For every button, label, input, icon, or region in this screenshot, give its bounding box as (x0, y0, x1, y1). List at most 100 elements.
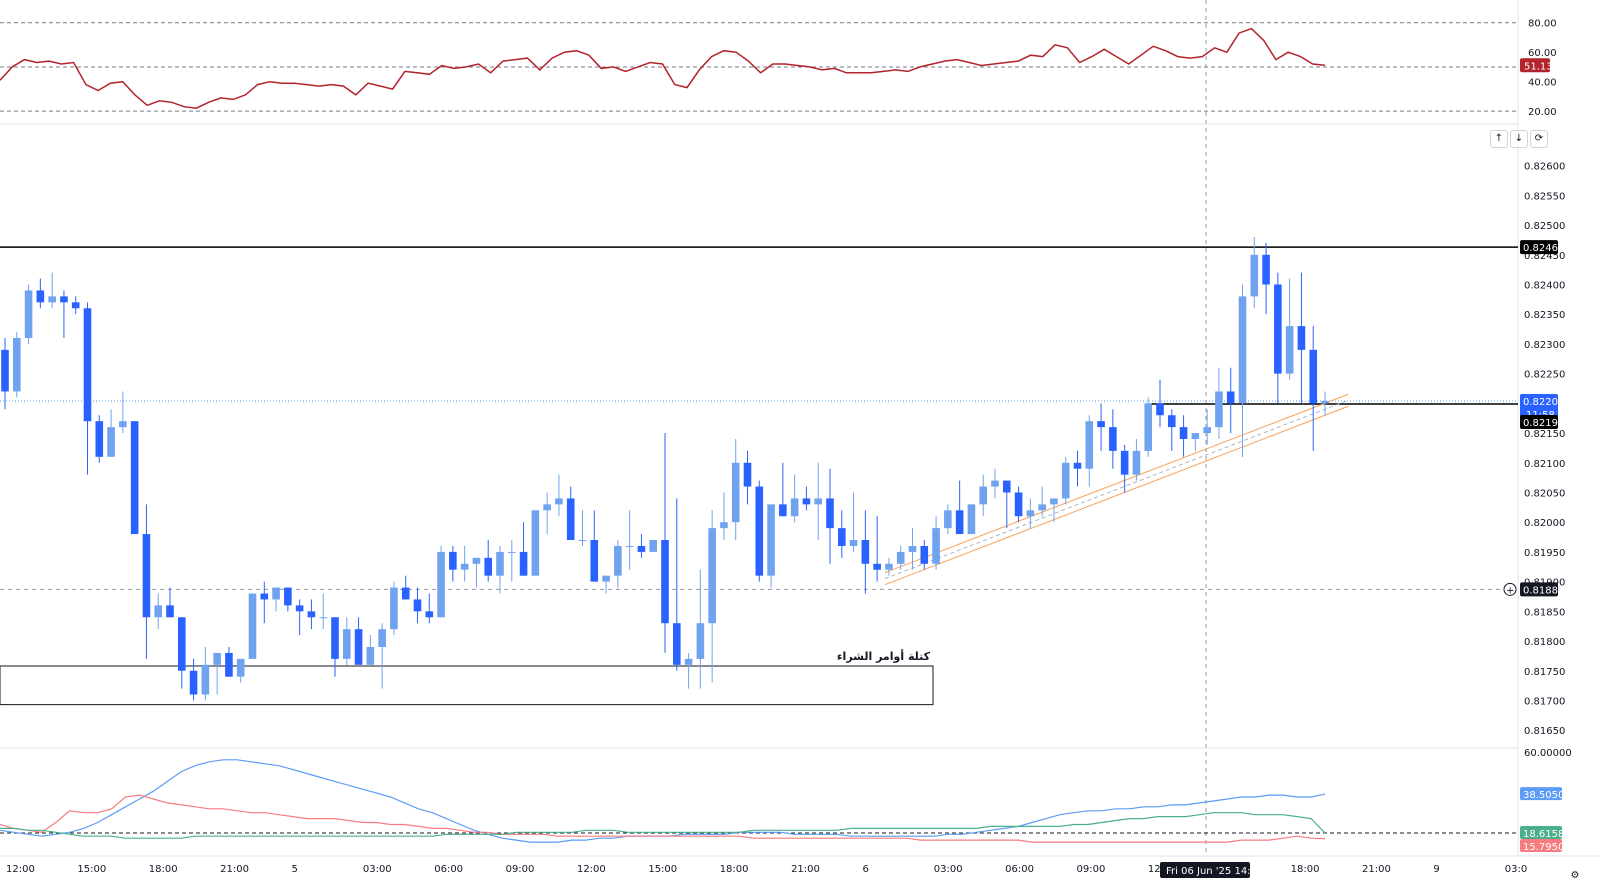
scroll-down-button[interactable]: ↓ (1510, 130, 1528, 148)
candle-body (189, 670, 198, 695)
support-label: 0.82199 (1523, 418, 1564, 429)
candle-body (284, 587, 292, 606)
candle-body (1297, 326, 1306, 350)
candle-body (460, 563, 469, 570)
candle-body (1109, 427, 1117, 451)
candle-body (1061, 462, 1070, 499)
candle-body (720, 522, 728, 529)
candle-body (295, 605, 304, 612)
candle-body (755, 486, 764, 576)
candle-body (60, 296, 68, 303)
adx-value-label: 18.61582 (1523, 829, 1571, 840)
time-tick-label: 09:00 (506, 864, 535, 875)
adx-series-line (0, 759, 1326, 843)
candle-body (1167, 415, 1176, 428)
time-tick-label: 18:00 (720, 864, 749, 875)
candle-body (1226, 391, 1235, 404)
candle-body (1038, 504, 1046, 511)
time-tick-label: 18:00 (149, 864, 178, 875)
adx-value-label: 38.50506 (1523, 790, 1571, 801)
price-panel: كتلة أوامر الشراء (0, 0, 1519, 856)
candle-body (1120, 450, 1129, 475)
candle-body (861, 540, 870, 564)
candle-body (566, 498, 575, 541)
candle-body (260, 593, 269, 600)
candle-body (531, 510, 540, 576)
candle-body (743, 462, 752, 487)
candle-body (95, 421, 104, 457)
candle-body (24, 290, 33, 338)
candle-body (36, 290, 45, 303)
adx-tick-label: 60.00000 (1524, 748, 1572, 759)
candle-body (1203, 427, 1211, 434)
time-tick-label: 03:0 (1505, 864, 1527, 875)
buy-orders-block-label: كتلة أوامر الشراء (837, 649, 931, 663)
candle-body (107, 427, 115, 457)
candle-body (896, 551, 905, 564)
resistance-badge (1520, 240, 1558, 255)
rsi-tick-label: 40.00 (1528, 78, 1557, 89)
candle-body (1321, 400, 1329, 404)
price-tick-label: 0.81850 (1524, 607, 1565, 618)
candle-body (555, 498, 563, 505)
candle-body (1097, 421, 1105, 428)
candle-body (378, 629, 386, 647)
candle-body (696, 623, 705, 659)
time-tick-label: 9 (1433, 864, 1439, 875)
time-tick-label: 12: (1148, 864, 1164, 875)
price-tick-label: 0.81750 (1524, 667, 1565, 678)
candle-body (48, 296, 56, 303)
rsi-line (0, 27, 1326, 109)
trend-channel-line (884, 405, 1349, 586)
price-tick-label: 0.81650 (1524, 726, 1565, 737)
candle-body (625, 545, 634, 547)
candle-body (1285, 326, 1294, 374)
candle-body (731, 462, 740, 523)
candle-body (661, 540, 669, 624)
candle-body (236, 658, 245, 677)
price-tick-label: 0.82600 (1524, 162, 1565, 173)
price-tick-label: 0.82350 (1524, 310, 1565, 321)
settings-button[interactable]: ⚙ (1568, 868, 1582, 884)
candle-body (83, 308, 92, 422)
candle-body (71, 302, 80, 309)
candle-body (908, 545, 917, 552)
price-tick-label: 0.82300 (1524, 340, 1565, 351)
candle-body (425, 611, 434, 618)
adx-panel (0, 759, 1518, 843)
time-tick-label: 12:00 (6, 864, 35, 875)
price-tick-label: 0.82400 (1524, 281, 1565, 292)
candle-body (1156, 403, 1164, 416)
adx-value-badge (1520, 826, 1562, 840)
candle-body (272, 587, 280, 600)
scroll-up-button[interactable]: ↑ (1490, 130, 1508, 148)
candle-body (1132, 450, 1141, 475)
reset-button[interactable]: ⟳ (1530, 130, 1548, 148)
price-tick-label: 0.81800 (1524, 637, 1565, 648)
candle-body (354, 629, 363, 665)
candle-body (991, 480, 999, 487)
candle-body (614, 545, 622, 576)
candle-body (1274, 284, 1282, 374)
rsi-last-badge (1520, 58, 1550, 73)
candle-body (1026, 510, 1035, 517)
candle-body (932, 528, 940, 564)
candle-body (708, 528, 716, 624)
price-tick-label: 0.82150 (1524, 429, 1565, 440)
candle-body (12, 337, 21, 392)
current-price-label: 0.82204 (1523, 397, 1564, 408)
candle-body (814, 498, 823, 505)
price-tick-label: 0.81700 (1524, 696, 1565, 707)
time-tick-label: 5 (291, 864, 297, 875)
time-tick-label: 21:00 (1362, 864, 1391, 875)
candle-body (437, 551, 445, 618)
rsi-tick-label: 80.00 (1528, 19, 1557, 30)
candle-body (331, 617, 339, 659)
candle-body (944, 510, 952, 529)
adx-value-badge (1520, 839, 1562, 853)
time-tick-label: 21:00 (220, 864, 249, 875)
plus-circle-icon (1503, 582, 1517, 596)
price-tick-label: 0.82000 (1524, 518, 1565, 529)
